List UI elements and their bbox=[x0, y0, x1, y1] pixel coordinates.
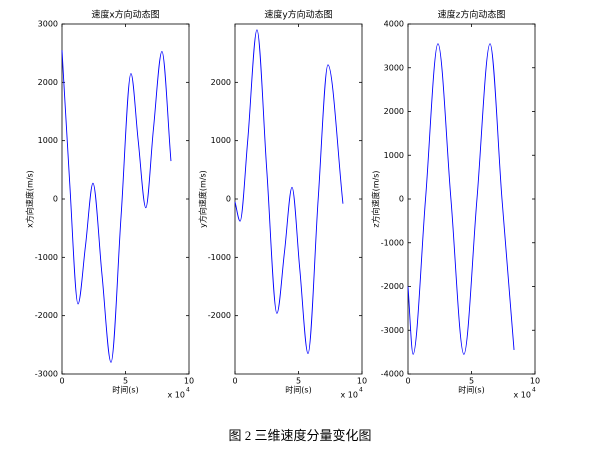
x-scale-text: x 10 bbox=[168, 391, 185, 400]
y-tick-label: 2000 bbox=[384, 107, 404, 116]
y-tick-label: 3000 bbox=[38, 20, 58, 29]
x-scale-text: x 10 bbox=[341, 391, 358, 400]
x-tick-label: 5 bbox=[469, 377, 474, 386]
y-tick-label: -2000 bbox=[35, 311, 58, 320]
plot-area bbox=[61, 23, 190, 375]
x-scale-text: x 10 bbox=[514, 391, 531, 400]
y-tick-label: 1000 bbox=[384, 151, 404, 160]
y-tick-label: -1000 bbox=[35, 253, 58, 262]
x-scale-exponent: 4 bbox=[186, 387, 190, 394]
x-tick-label: 5 bbox=[123, 377, 128, 386]
y-tick-label: -3000 bbox=[381, 326, 404, 335]
y-tick-label: 4000 bbox=[384, 20, 404, 29]
x-scale-exponent: 4 bbox=[532, 387, 536, 394]
plot-area bbox=[407, 23, 536, 375]
y-tick-label: 2000 bbox=[38, 78, 58, 87]
y-tick-label: 0 bbox=[53, 195, 58, 204]
y-tick-label: -2000 bbox=[208, 311, 231, 320]
y-tick-label: -3000 bbox=[35, 370, 58, 379]
data-line bbox=[234, 29, 344, 355]
x-tick-label: 5 bbox=[296, 377, 301, 386]
chart-title: 速度z方向动态图 bbox=[438, 9, 506, 21]
x-tick-label: 10 bbox=[530, 377, 540, 386]
data-line bbox=[61, 50, 172, 363]
chart-title: 速度x方向动态图 bbox=[91, 9, 159, 21]
y-tick-label: -1000 bbox=[208, 253, 231, 262]
x-tick-label: 0 bbox=[405, 377, 410, 386]
y-axis-label: z方向速度(m/s) bbox=[371, 170, 381, 227]
data-line bbox=[407, 43, 515, 355]
x-tick-label: 0 bbox=[59, 377, 64, 386]
y-tick-label: 3000 bbox=[384, 63, 404, 72]
y-tick-label: -4000 bbox=[381, 370, 404, 379]
y-axis-label: x方向速度(m/s) bbox=[25, 170, 35, 228]
figure-caption: 图 2 三维速度分量变化图 bbox=[228, 428, 371, 443]
x-tick-label: 10 bbox=[357, 377, 367, 386]
y-tick-label: 0 bbox=[226, 195, 231, 204]
y-tick-label: -2000 bbox=[381, 282, 404, 291]
y-tick-label: -1000 bbox=[381, 238, 404, 247]
x-axis-label: 时间(s) bbox=[285, 385, 311, 395]
y-tick-label: 0 bbox=[399, 195, 404, 204]
chart-title: 速度y方向动态图 bbox=[264, 9, 332, 21]
plot-area bbox=[234, 23, 363, 375]
y-tick-label: 1000 bbox=[38, 136, 58, 145]
y-tick-label: 1000 bbox=[211, 136, 231, 145]
x-tick-label: 10 bbox=[184, 377, 194, 386]
x-tick-label: 0 bbox=[232, 377, 237, 386]
y-axis-label: y方向速度(m/s) bbox=[198, 170, 208, 228]
x-axis-label: 时间(s) bbox=[112, 385, 138, 395]
x-axis-label: 时间(s) bbox=[458, 385, 484, 395]
x-scale-exponent: 4 bbox=[359, 387, 363, 394]
y-tick-label: 2000 bbox=[211, 78, 231, 87]
